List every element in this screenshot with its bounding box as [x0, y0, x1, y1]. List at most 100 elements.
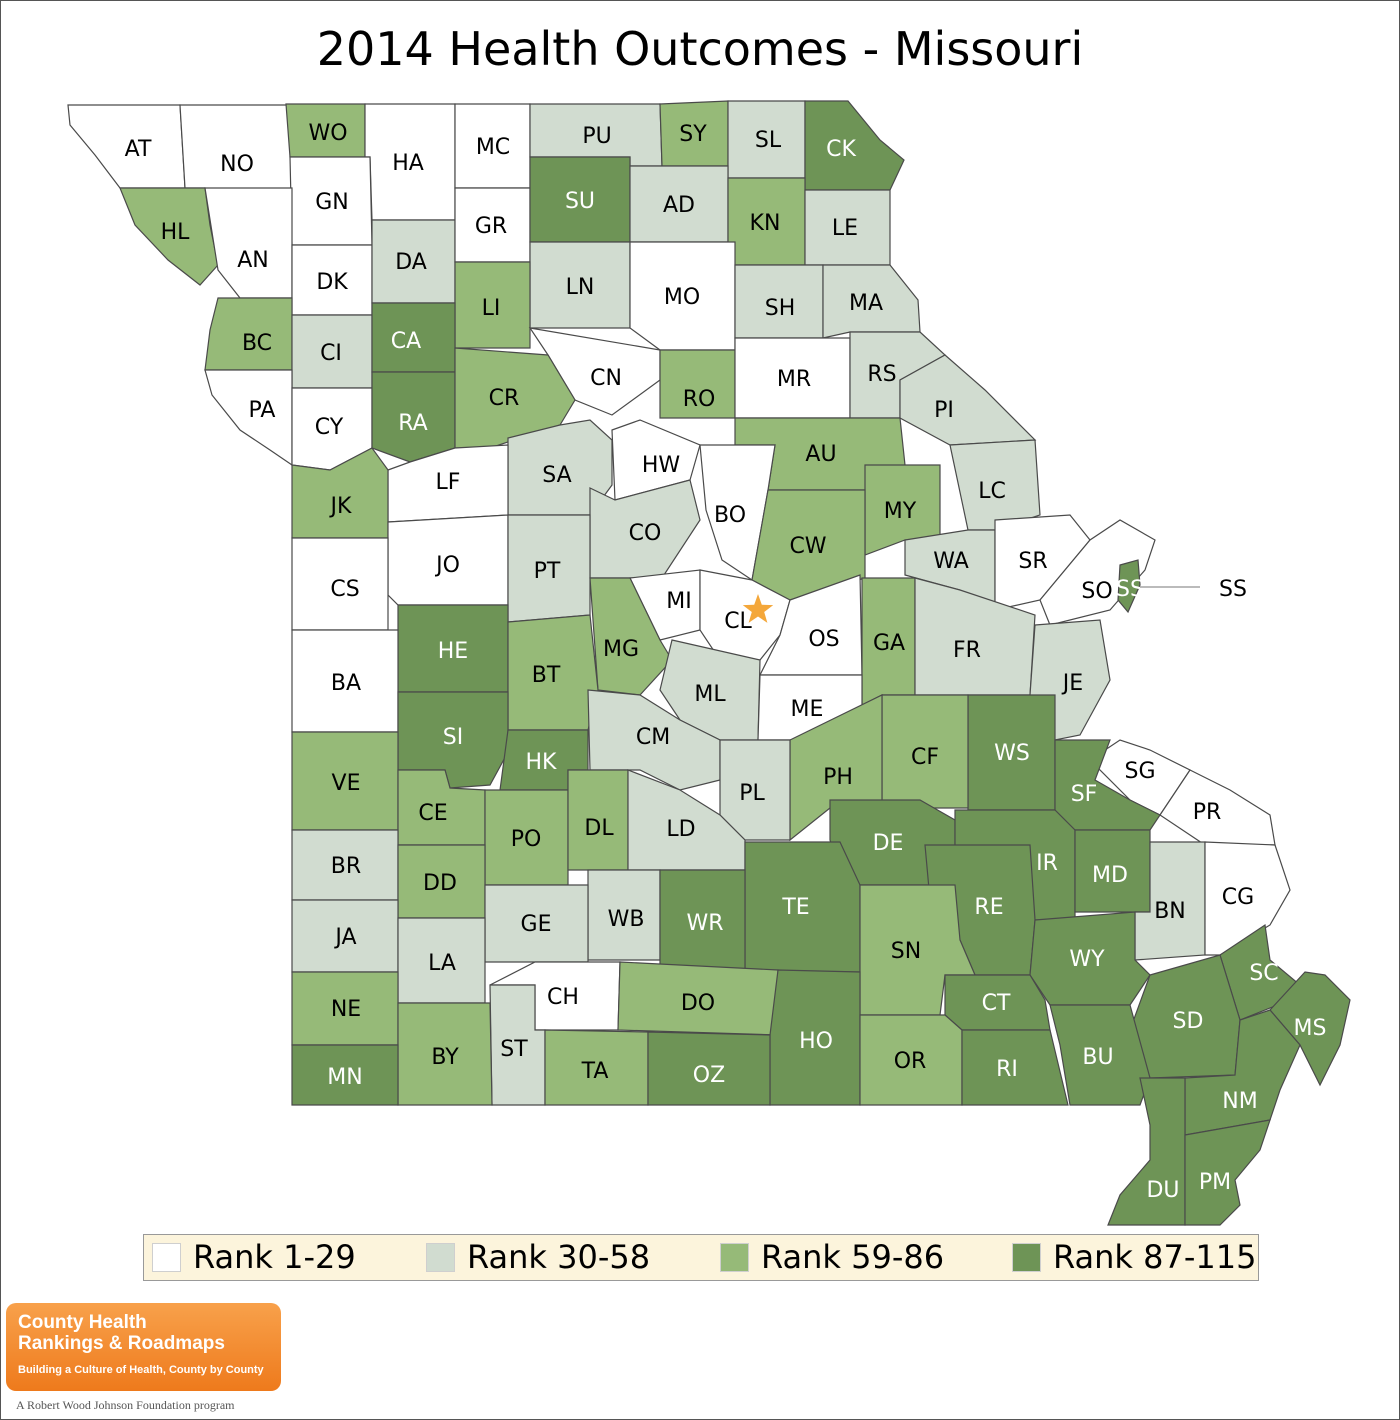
county-label-so: SO: [1081, 579, 1112, 604]
logo-title: County Health Rankings & Roadmaps: [18, 1312, 225, 1354]
county-label-ve: VE: [332, 771, 361, 796]
map-title: 2014 Health Outcomes - Missouri: [316, 22, 1084, 76]
legend-item-rank-30-58: Rank 30-58: [426, 1238, 651, 1276]
county-label-pa: PA: [249, 398, 276, 423]
county-label-cw: CW: [789, 534, 826, 559]
county-label-mi: MI: [666, 589, 691, 614]
county-label-jk: JK: [329, 494, 352, 519]
county-label-kn: KN: [750, 211, 781, 236]
county-label-ta: TA: [581, 1059, 609, 1084]
county-label-ch: CH: [547, 985, 579, 1010]
legend-item-rank-87-115: Rank 87-115: [1012, 1238, 1257, 1276]
county-cg[interactable]: [1204, 841, 1291, 956]
county-ri[interactable]: [961, 1029, 1069, 1106]
county-label-ha: HA: [392, 151, 424, 176]
county-label-bu: BU: [1082, 1045, 1113, 1070]
county-label-li: LI: [482, 296, 501, 321]
county-label-ph: PH: [823, 765, 853, 790]
county-label-rs: RS: [867, 362, 896, 387]
county-label-mg: MG: [603, 637, 639, 662]
county-label-ri: RI: [996, 1057, 1018, 1082]
county-label-bc: BC: [242, 331, 272, 356]
county-du[interactable]: [1107, 1077, 1186, 1226]
county-label-st: ST: [500, 1037, 528, 1062]
county-label-at: AT: [125, 137, 152, 162]
county-label-dd: DD: [423, 871, 457, 896]
county-label-bo: BO: [714, 503, 746, 528]
county-label-hk: HK: [526, 750, 558, 775]
county-label-mo: MO: [664, 285, 700, 310]
legend-label: Rank 87-115: [1053, 1238, 1257, 1276]
county-label-po: PO: [511, 827, 542, 852]
county-label-cy: CY: [315, 415, 344, 440]
legend-swatch: [152, 1242, 181, 1272]
county-pl[interactable]: [719, 739, 791, 841]
county-label-ge: GE: [521, 912, 552, 937]
county-cl[interactable]: [699, 569, 791, 661]
county-label-ml: ML: [694, 682, 726, 707]
county-label-ct: CT: [982, 991, 1011, 1016]
county-an[interactable]: [204, 187, 293, 299]
logo-tagline: Building a Culture of Health, County by …: [18, 1364, 264, 1376]
county-label-os: OS: [808, 627, 839, 652]
legend-label: Rank 30-58: [467, 1238, 651, 1276]
county-label-du: DU: [1146, 1178, 1179, 1203]
county-label-le: LE: [832, 216, 858, 241]
county-label-ca: CA: [391, 329, 421, 354]
county-label-mn: MN: [327, 1065, 362, 1090]
county-health-rankings-logo[interactable]: County Health Rankings & Roadmaps Buildi…: [6, 1303, 281, 1391]
county-label-su: SU: [565, 189, 595, 214]
county-label-lf: LF: [436, 470, 461, 495]
county-label-ck: CK: [826, 137, 856, 162]
county-label-au: AU: [805, 442, 836, 467]
county-pi[interactable]: [899, 354, 1037, 446]
county-label-wr: WR: [686, 911, 723, 936]
county-pm[interactable]: [1184, 1119, 1271, 1226]
county-label-or: OR: [894, 1049, 927, 1074]
county-label-dl: DL: [584, 816, 614, 841]
county-label-sh: SH: [765, 296, 796, 321]
county-ss[interactable]: [1117, 559, 1141, 614]
county-label-lc: LC: [978, 479, 1006, 504]
county-label-pu: PU: [582, 124, 611, 149]
county-label-dk: DK: [316, 270, 348, 295]
county-label-pi: PI: [934, 398, 954, 423]
county-label-si: SI: [443, 725, 463, 750]
legend-item-rank-59-86: Rank 59-86: [720, 1238, 945, 1276]
county-label-ba: BA: [331, 671, 361, 696]
county-label-ra: RA: [398, 411, 427, 436]
county-label-wb: WB: [608, 907, 645, 932]
county-label-pt: PT: [534, 559, 561, 584]
county-label-bt: BT: [532, 663, 561, 688]
county-label-gr: GR: [475, 214, 507, 239]
county-label-cl: CL: [724, 609, 752, 634]
missouri-county-map: AT NO WO HA MC PU SY SL CK GN HL AN DK DA GR SU AD KN LE LN…: [67, 100, 1351, 1226]
county-oz[interactable]: [647, 1031, 771, 1106]
county-label-md: MD: [1092, 863, 1128, 888]
county-label-sl: SL: [755, 128, 782, 153]
legend-label: Rank 59-86: [761, 1238, 945, 1276]
county-label-cs: CS: [330, 577, 359, 602]
county-label-ws: WS: [994, 741, 1030, 766]
county-label-bn: BN: [1154, 899, 1186, 924]
legend-swatch: [1012, 1242, 1041, 1272]
footer-credit: A Robert Wood Johnson Foundation program: [16, 1398, 235, 1412]
county-label-de: DE: [873, 831, 904, 856]
county-label-mc: MC: [476, 135, 510, 160]
county-label-ms: MS: [1294, 1016, 1327, 1041]
county-label-te: TE: [781, 895, 809, 920]
legend-swatch: [720, 1242, 749, 1272]
county-ms[interactable]: [1269, 971, 1351, 1087]
county-bu[interactable]: [1049, 1004, 1151, 1106]
county-label-br: BR: [331, 854, 361, 879]
county-label-gn: GN: [315, 190, 349, 215]
county-label-sa: SA: [542, 463, 571, 488]
county-label-ln: LN: [566, 275, 595, 300]
county-label-cg: CG: [1222, 885, 1254, 910]
county-pa[interactable]: [204, 369, 293, 467]
capital-star-icon: [742, 594, 774, 623]
county-ho[interactable]: [769, 969, 861, 1106]
county-mn[interactable]: [291, 1044, 399, 1106]
county-label-me: ME: [791, 697, 824, 722]
county-hw[interactable]: [611, 419, 701, 501]
